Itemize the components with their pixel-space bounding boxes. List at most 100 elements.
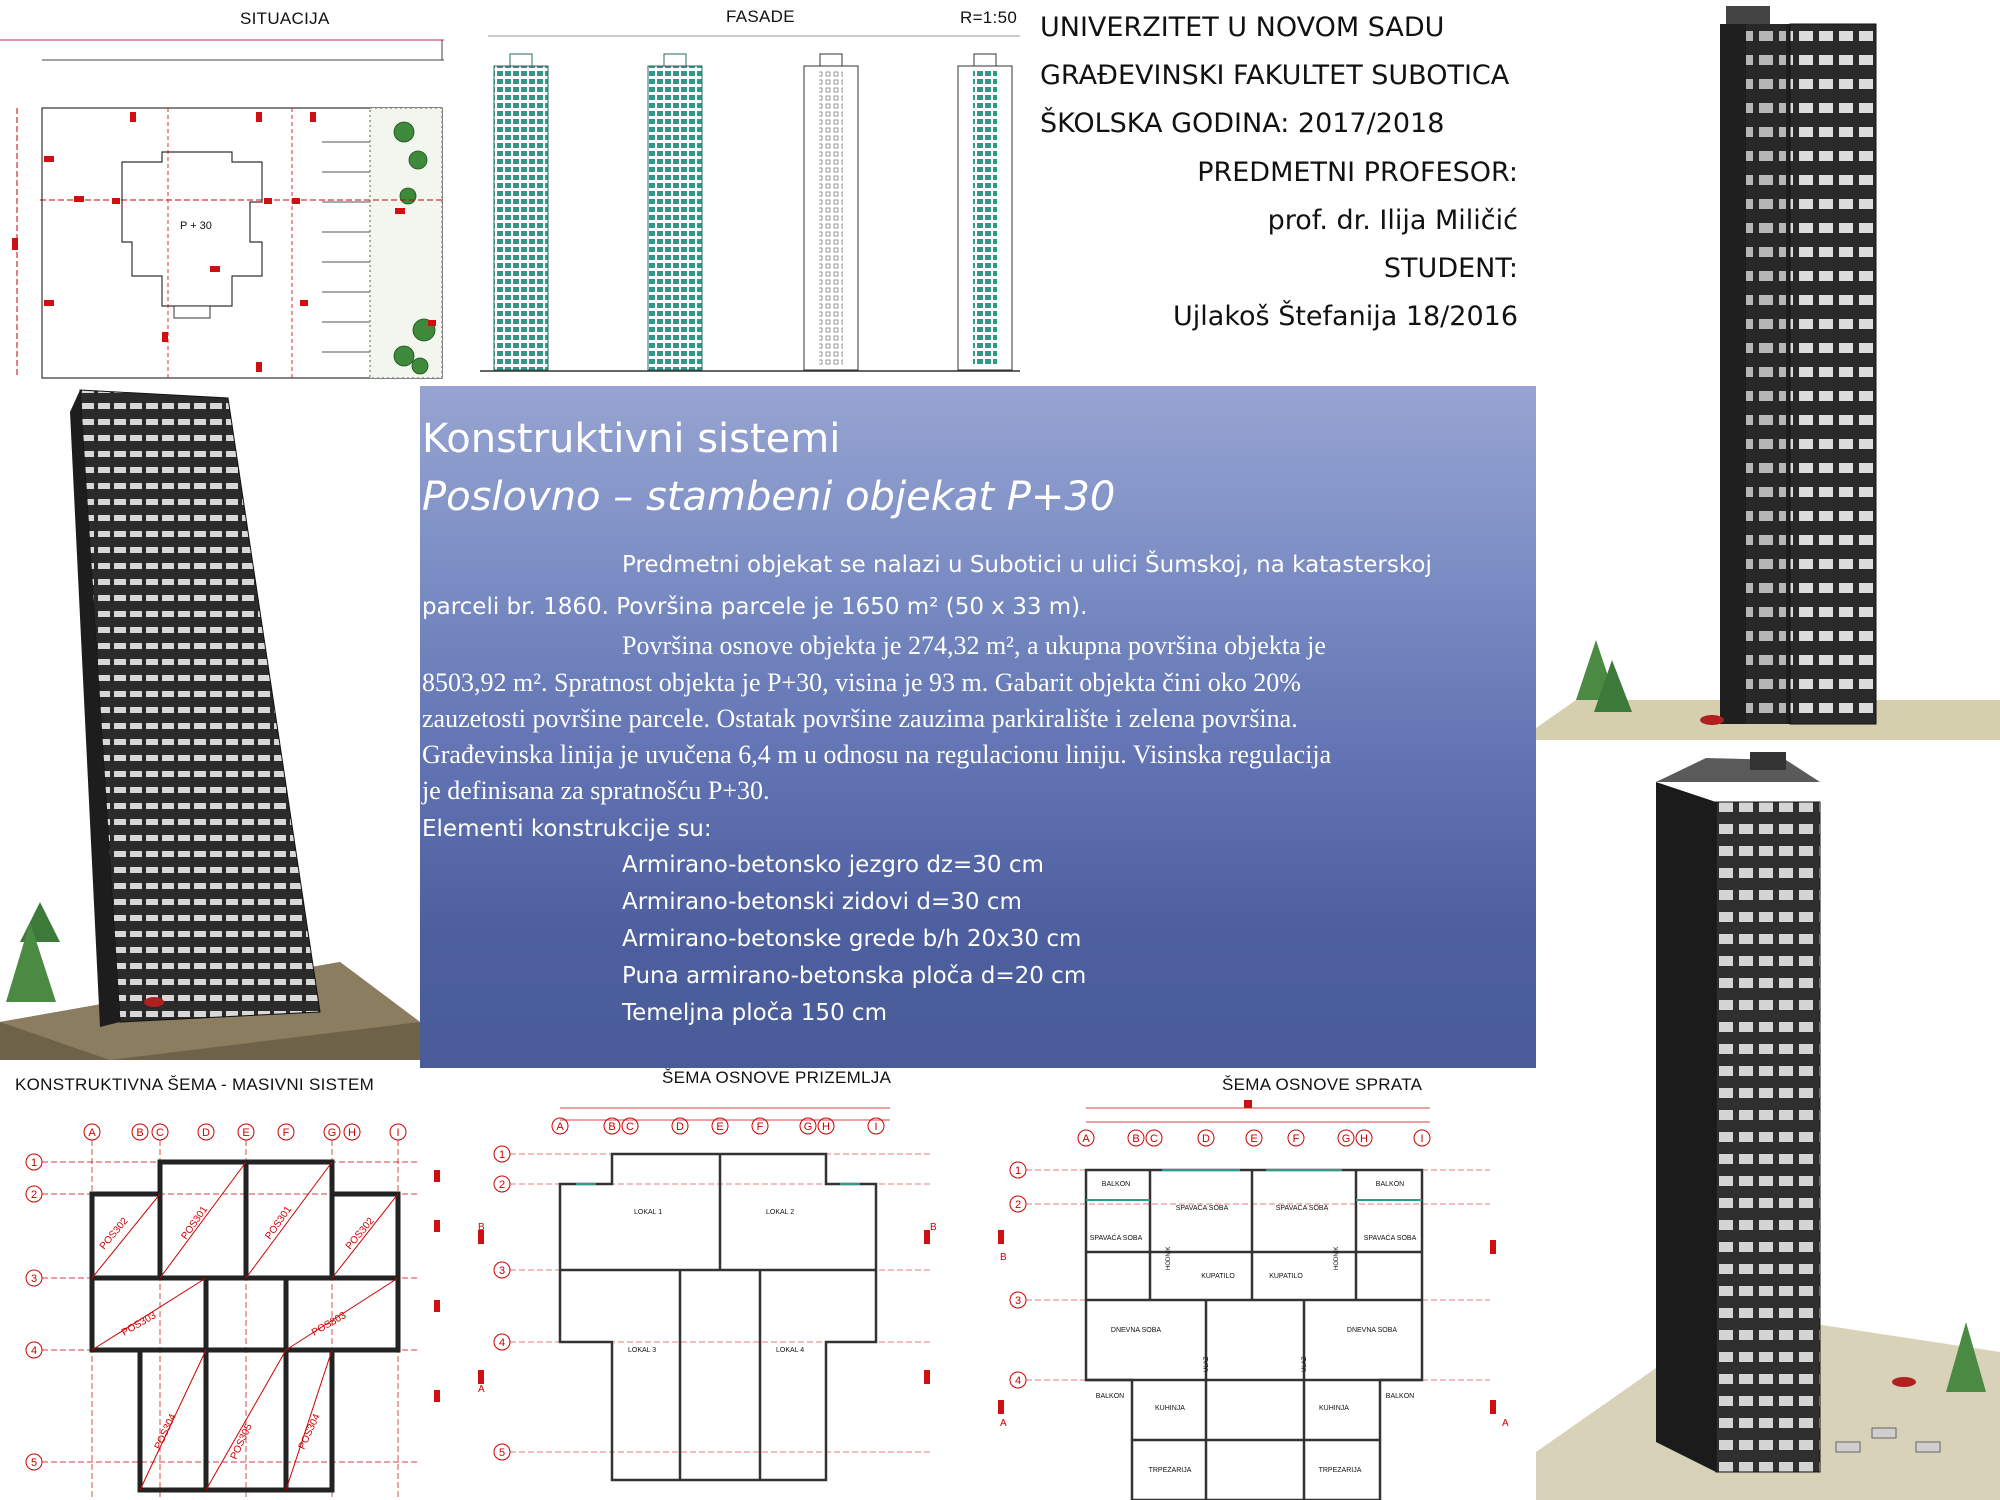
panel-subtitle: Poslovno – stambeni objekat P+30 [422, 474, 1116, 520]
svg-text:5: 5 [499, 1447, 505, 1459]
svg-text:KUPATILO: KUPATILO [1201, 1273, 1235, 1280]
svg-text:5: 5 [31, 1457, 37, 1469]
svg-text:BALKON: BALKON [1102, 1181, 1130, 1188]
axis-letters: A B C D E F G H I [83, 1123, 407, 1141]
svg-text:4: 4 [31, 1345, 37, 1357]
svg-text:LOKAL 2: LOKAL 2 [766, 1209, 794, 1216]
element-item: Armirano-betonsko jezgro dz=30 cm [622, 852, 1044, 878]
svg-text:I: I [874, 1121, 877, 1133]
situacija-title: SITUACIJA [240, 9, 330, 28]
desc-p2-line2: 8503,92 m². Spratnost objekta je P+30, v… [422, 668, 1301, 697]
svg-text:1: 1 [1015, 1165, 1021, 1177]
svg-text:KUHINJA: KUHINJA [1155, 1405, 1185, 1412]
svg-text:A: A [1502, 1418, 1509, 1429]
desc-p1-line2: parceli br. 1860. Površina parcele je 16… [422, 594, 1088, 620]
panel-title: Konstruktivni sistemi [422, 416, 841, 462]
svg-text:POS304: POS304 [153, 1412, 179, 1451]
svg-text:A: A [88, 1127, 96, 1139]
svg-text:2: 2 [499, 1179, 505, 1191]
svg-text:G: G [1342, 1133, 1351, 1145]
desc-p2-line4: Građevinska linija je uvučena 6,4 m u od… [422, 740, 1332, 769]
svg-text:LOKAL 1: LOKAL 1 [634, 1209, 662, 1216]
svg-text:B: B [608, 1121, 615, 1133]
svg-text:A: A [556, 1121, 564, 1133]
svg-text:POS304: POS304 [297, 1412, 323, 1451]
svg-text:B: B [930, 1222, 937, 1233]
svg-text:POS303: POS303 [120, 1310, 159, 1339]
svg-text:F: F [757, 1121, 764, 1133]
svg-text:G: G [328, 1127, 337, 1139]
svg-text:BALKON: BALKON [1376, 1181, 1404, 1188]
svg-text:KUPATILO: KUPATILO [1269, 1273, 1303, 1280]
svg-text:LOKAL 3: LOKAL 3 [628, 1347, 656, 1354]
svg-text:B: B [478, 1222, 485, 1233]
element-item: Armirano-betonski zidovi d=30 cm [622, 889, 1022, 915]
svg-text:3: 3 [499, 1265, 505, 1277]
svg-text:HODNIK: HODNIK [1166, 1247, 1172, 1270]
svg-text:D: D [1202, 1133, 1210, 1145]
svg-text:DNEVNA SOBA: DNEVNA SOBA [1347, 1327, 1398, 1334]
svg-text:H: H [822, 1121, 830, 1133]
svg-text:F: F [283, 1127, 290, 1139]
masivni-plan: A B C D E F G H I 1 2 3 4 5 POS302 [25, 1123, 440, 1500]
fasade-title: FASADE [726, 7, 795, 26]
svg-text:BALKON: BALKON [1096, 1393, 1124, 1400]
svg-text:TRPEZARIJA: TRPEZARIJA [1319, 1467, 1362, 1474]
svg-text:F: F [1293, 1133, 1300, 1145]
svg-text:B: B [136, 1127, 143, 1139]
description-panel: Konstruktivni sistemi Poslovno – stamben… [420, 386, 1536, 1068]
svg-text:POS302: POS302 [98, 1216, 131, 1252]
svg-text:3: 3 [1015, 1295, 1021, 1307]
prizemlje-title: ŠEMA OSNOVE PRIZEMLJA [662, 1068, 892, 1087]
desc-p2-line3: zauzetosti površine parcele. Ostatak pov… [422, 704, 1298, 733]
svg-text:A: A [1082, 1133, 1090, 1145]
professor-label: PREDMETNI PROFESOR: [1197, 157, 1518, 188]
svg-text:DNEVNA SOBA: DNEVNA SOBA [1111, 1327, 1162, 1334]
desc-p1-line1: Predmetni objekat se nalazi u Subotici u… [622, 552, 1432, 578]
scale-label: R=1:50 [960, 8, 1018, 27]
tower-render-right-bottom [1536, 752, 2000, 1500]
svg-text:E: E [1250, 1133, 1257, 1145]
svg-text:BALKON: BALKON [1386, 1393, 1414, 1400]
svg-text:SPAVAĆA SOBA: SPAVAĆA SOBA [1176, 1203, 1229, 1212]
svg-text:SPAVAĆA SOBA: SPAVAĆA SOBA [1090, 1233, 1143, 1242]
svg-text:E: E [242, 1127, 249, 1139]
svg-text:1: 1 [499, 1149, 505, 1161]
svg-text:B: B [1132, 1133, 1139, 1145]
axis-numbers: 1 2 3 4 5 [25, 1153, 43, 1471]
desc-p2-line5: je definisana za spratnošću P+30. [422, 776, 770, 805]
svg-text:2: 2 [1015, 1199, 1021, 1211]
sprat-title: ŠEMA OSNOVE SPRATA [1222, 1075, 1423, 1094]
desc-p2-line1: Površina osnove objekta je 274,32 m², a … [622, 631, 1326, 660]
site-plot-label: P + 30 [180, 220, 212, 232]
svg-text:E: E [716, 1121, 723, 1133]
site-plan: P + 30 [0, 39, 444, 379]
svg-text:H: H [1360, 1133, 1368, 1145]
svg-text:POS305: POS305 [229, 1422, 255, 1461]
svg-text:B: B [1000, 1252, 1007, 1263]
svg-text:SPAVAĆA SOBA: SPAVAĆA SOBA [1364, 1233, 1417, 1242]
svg-text:A: A [1000, 1418, 1007, 1429]
element-item: Puna armirano-betonska ploča d=20 cm [622, 963, 1087, 989]
svg-text:C: C [626, 1121, 634, 1133]
element-item: Armirano-betonske grede b/h 20x30 cm [622, 926, 1082, 952]
svg-text:TRPEZARIJA: TRPEZARIJA [1149, 1467, 1192, 1474]
svg-text:2: 2 [31, 1189, 37, 1201]
svg-text:I: I [1420, 1133, 1423, 1145]
student-name: Ujlakoš Štefanija 18/2016 [1173, 301, 1518, 332]
masivni-title: KONSTRUKTIVNA ŠEMA - MASIVNI SISTEM [15, 1075, 375, 1094]
svg-text:G: G [804, 1121, 813, 1133]
element-item: Temeljna ploča 150 cm [622, 1000, 887, 1026]
tower-render-left [0, 389, 420, 1060]
svg-text:H: H [348, 1127, 356, 1139]
svg-text:LOKAL 4: LOKAL 4 [776, 1347, 804, 1354]
svg-text:POS303: POS303 [310, 1310, 349, 1339]
svg-text:A: A [478, 1384, 485, 1395]
student-label: STUDENT: [1383, 253, 1518, 284]
svg-text:4: 4 [1015, 1375, 1021, 1387]
school-year: ŠKOLSKA GODINA: 2017/2018 [1040, 108, 1445, 139]
svg-text:ULAZ: ULAZ [1204, 1356, 1210, 1372]
svg-text:C: C [1150, 1133, 1158, 1145]
typical-floor-plan: A B C D E F G H I 1 2 3 4 BALKON SPAVAĆA… [998, 1100, 1509, 1500]
svg-text:3: 3 [31, 1273, 37, 1285]
